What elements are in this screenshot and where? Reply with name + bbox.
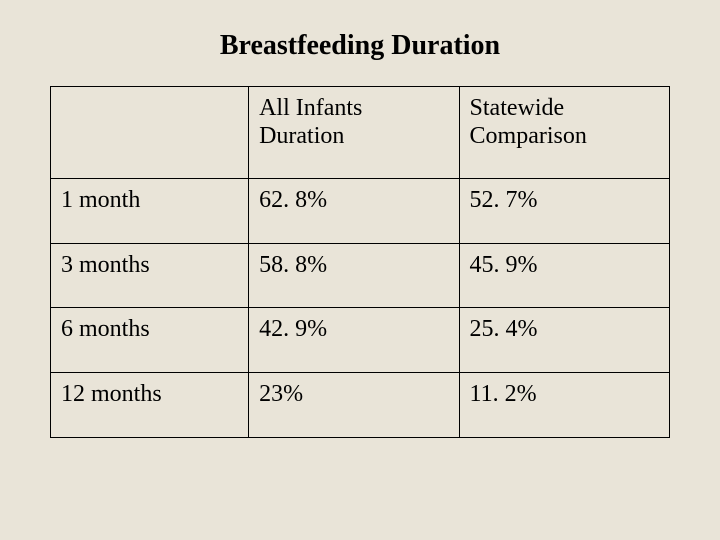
table-row: 12 months 23% 11. 2% xyxy=(51,372,670,437)
table-row: 6 months 42. 9% 25. 4% xyxy=(51,308,670,373)
table-cell: 52. 7% xyxy=(459,179,669,244)
table-header-blank xyxy=(51,87,249,179)
table-cell: 58. 8% xyxy=(249,243,459,308)
table-header-col2: Statewide Comparison xyxy=(459,87,669,179)
table-cell: 25. 4% xyxy=(459,308,669,373)
slide: Breastfeeding Duration All Infants Durat… xyxy=(0,0,720,540)
table-cell: 1 month xyxy=(51,179,249,244)
table-header-row: All Infants Duration Statewide Compariso… xyxy=(51,87,670,179)
table-cell: 6 months xyxy=(51,308,249,373)
table-cell: 45. 9% xyxy=(459,243,669,308)
table-cell: 23% xyxy=(249,372,459,437)
table-cell: 3 months xyxy=(51,243,249,308)
table-cell: 11. 2% xyxy=(459,372,669,437)
table-cell: 62. 8% xyxy=(249,179,459,244)
table-cell: 12 months xyxy=(51,372,249,437)
table-row: 1 month 62. 8% 52. 7% xyxy=(51,179,670,244)
table-row: 3 months 58. 8% 45. 9% xyxy=(51,243,670,308)
table-header-col1: All Infants Duration xyxy=(249,87,459,179)
table-cell: 42. 9% xyxy=(249,308,459,373)
data-table: All Infants Duration Statewide Compariso… xyxy=(50,86,670,438)
slide-title: Breastfeeding Duration xyxy=(50,30,670,62)
